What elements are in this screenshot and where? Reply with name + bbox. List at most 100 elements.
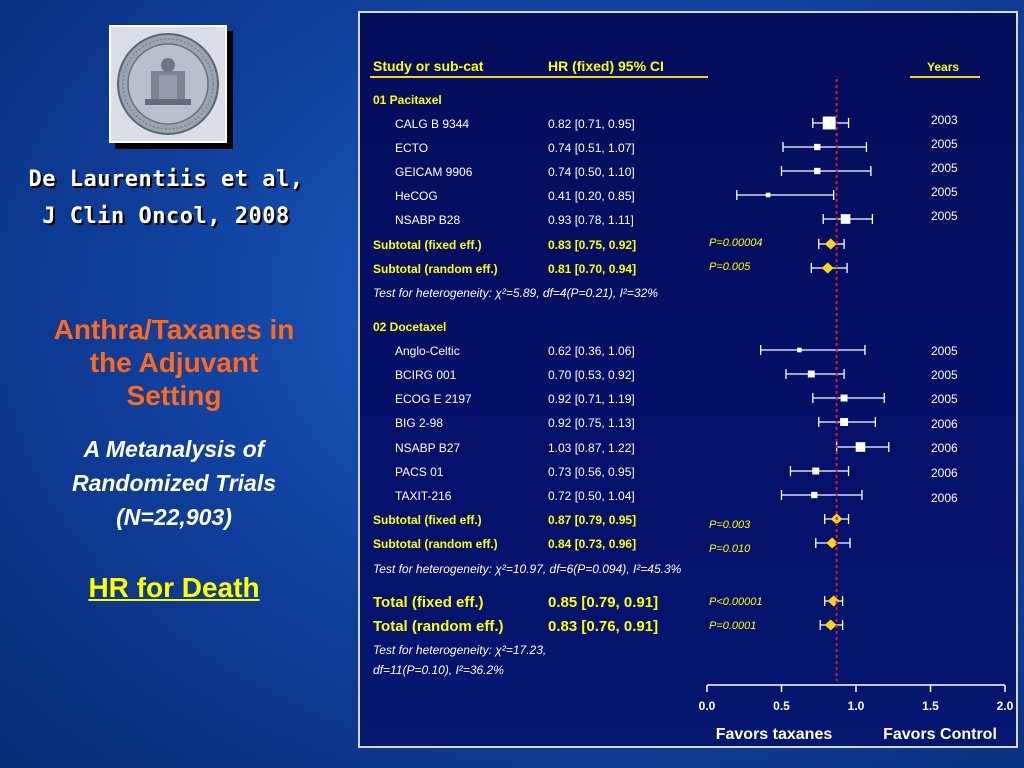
subtitle-line: (N=22,903) bbox=[116, 504, 232, 530]
study-hr-ci: 0.92 [0.71, 1.19] bbox=[548, 392, 635, 406]
study-name: Anglo-Celtic bbox=[395, 344, 460, 358]
heterogeneity-test: Test for heterogeneity: χ²=10.97, df=6(P… bbox=[373, 562, 682, 576]
study-hr-ci: 0.41 [0.20, 0.85] bbox=[548, 189, 635, 203]
pooled-estimate-diamond bbox=[827, 595, 840, 607]
study-name: NSABP B27 bbox=[395, 441, 460, 455]
subtotal-hr-ci: 0.83 [0.75, 0.92] bbox=[548, 238, 636, 252]
total-p-value: P=0.0001 bbox=[709, 620, 756, 632]
x-tick-label: 2.0 bbox=[997, 699, 1014, 713]
hr-for-death-label: HR for Death bbox=[88, 572, 260, 603]
x-tick-label: 0.0 bbox=[699, 699, 716, 713]
study-year: 2005 bbox=[931, 368, 958, 382]
subtitle-line: A Metanalysis of bbox=[83, 436, 265, 462]
study-hr-ci: 0.74 [0.50, 1.10] bbox=[548, 165, 635, 179]
hr-point-square bbox=[855, 442, 866, 452]
study-name: ECTO bbox=[395, 141, 428, 155]
total-p-value: P<0.00001 bbox=[709, 596, 763, 608]
presentation-title: Anthra/Taxanes in the Adjuvant Setting bbox=[14, 313, 334, 412]
study-name: NSABP B28 bbox=[395, 213, 460, 227]
study-year: 2003 bbox=[931, 113, 958, 127]
study-name: TAXIT-216 bbox=[395, 489, 452, 503]
study-name: HeCOG bbox=[395, 189, 438, 203]
title-line: the Adjuvant bbox=[89, 347, 259, 378]
total-label: Total (random eff.) bbox=[373, 618, 504, 635]
hr-point-square bbox=[797, 347, 802, 353]
column-header-study: Study or sub-cat bbox=[373, 58, 484, 74]
group-label: 01 Pacitaxel bbox=[373, 93, 442, 107]
pooled-estimate-diamond bbox=[826, 537, 839, 549]
study-hr-ci: 0.82 [0.71, 0.95] bbox=[548, 117, 635, 131]
subtitle-line: Randomized Trials bbox=[71, 470, 277, 496]
citation-line-1: De Laurentiis et al, bbox=[28, 167, 304, 192]
x-tick-label: 1.5 bbox=[922, 699, 939, 713]
hr-point-square bbox=[811, 491, 818, 499]
title-line: Setting bbox=[126, 380, 222, 411]
presentation-subtitle: A Metanalysis of Randomized Trials (N=22… bbox=[14, 432, 334, 534]
hr-point-square bbox=[765, 192, 771, 198]
study-hr-ci: 0.62 [0.36, 1.06] bbox=[548, 344, 635, 358]
subtotal-label: Subtotal (fixed eff.) bbox=[373, 513, 482, 527]
x-label-favors-control: Favors Control bbox=[883, 726, 997, 743]
subtotal-p-value: P=0.005 bbox=[709, 261, 751, 273]
hr-point-square bbox=[822, 116, 836, 130]
study-hr-ci: 0.92 [0.75, 1.13] bbox=[548, 416, 635, 430]
pooled-estimate-diamond bbox=[824, 619, 837, 631]
pooled-estimate-diamond bbox=[821, 262, 834, 274]
study-year: 2005 bbox=[931, 392, 958, 406]
subtotal-p-value: P=0.00004 bbox=[709, 237, 763, 249]
seal-icon bbox=[117, 33, 219, 135]
study-hr-ci: 0.72 [0.50, 1.04] bbox=[548, 489, 635, 503]
forest-plot-svg: Study or sub-cat HR (fixed) 95% CI Years… bbox=[370, 58, 1014, 743]
study-name: ECOG E 2197 bbox=[395, 392, 472, 406]
study-year: 2005 bbox=[931, 161, 958, 175]
hr-point-square bbox=[840, 394, 848, 402]
study-name: GEICAM 9906 bbox=[395, 165, 473, 179]
total-hr-ci: 0.83 [0.76, 0.91] bbox=[548, 618, 658, 635]
subtotal-hr-ci: 0.84 [0.73, 0.96] bbox=[548, 537, 636, 551]
study-hr-ci: 0.70 [0.53, 0.92] bbox=[548, 368, 635, 382]
x-tick-label: 1.0 bbox=[848, 699, 865, 713]
total-label: Total (fixed eff.) bbox=[373, 594, 484, 611]
study-year: 2006 bbox=[931, 441, 958, 455]
group-label: 02 Docetaxel bbox=[373, 320, 446, 334]
study-hr-ci: 0.73 [0.56, 0.95] bbox=[548, 465, 635, 479]
study-year: 2005 bbox=[931, 137, 958, 151]
hr-point-square bbox=[840, 214, 851, 224]
study-name: BIG 2-98 bbox=[395, 416, 443, 430]
hr-for-death-heading: HR for Death bbox=[14, 572, 334, 604]
x-label-favors-taxanes: Favors taxanes bbox=[716, 726, 833, 743]
university-seal-logo bbox=[109, 25, 227, 143]
subtotal-label: Subtotal (random eff.) bbox=[373, 537, 498, 551]
column-header-hr: HR (fixed) 95% CI bbox=[548, 58, 664, 74]
subtotal-label: Subtotal (fixed eff.) bbox=[373, 238, 482, 252]
subtotal-p-value: P=0.010 bbox=[709, 543, 751, 555]
study-hr-ci: 0.74 [0.51, 1.07] bbox=[548, 141, 635, 155]
x-tick-label: 0.5 bbox=[773, 699, 790, 713]
hr-point-square bbox=[840, 418, 849, 426]
heterogeneity-test: Test for heterogeneity: χ²=5.89, df=4(P=… bbox=[373, 286, 658, 300]
study-name: CALG B 9344 bbox=[395, 117, 469, 131]
pooled-estimate-diamond bbox=[824, 238, 837, 250]
hr-point-square bbox=[814, 167, 821, 175]
title-line: Anthra/Taxanes in bbox=[53, 314, 295, 345]
hr-point-square bbox=[812, 467, 820, 475]
citation-line-2: J Clin Oncol, 2008 bbox=[42, 204, 290, 229]
hr-point-square bbox=[814, 143, 821, 151]
study-hr-ci: 0.93 [0.78, 1.11] bbox=[548, 213, 634, 227]
forest-plot-panel: Study or sub-cat HR (fixed) 95% CI Years… bbox=[358, 11, 1018, 748]
study-year: 2006 bbox=[931, 491, 958, 505]
total-heterogeneity-line: Test for heterogeneity: χ²=17.23, bbox=[373, 643, 546, 657]
total-hr-ci: 0.85 [0.79, 0.91] bbox=[548, 594, 658, 611]
study-hr-ci: 1.03 [0.87, 1.22] bbox=[548, 441, 635, 455]
study-name: BCIRG 001 bbox=[395, 368, 457, 382]
subtotal-hr-ci: 0.81 [0.70, 0.94] bbox=[548, 262, 636, 276]
hr-point-square bbox=[807, 370, 815, 378]
study-year: 2006 bbox=[931, 466, 958, 480]
study-year: 2006 bbox=[931, 417, 958, 431]
total-heterogeneity-line: df=11(P=0.10), I²=36.2% bbox=[373, 663, 504, 677]
column-header-years: Years bbox=[927, 60, 959, 74]
subtotal-label: Subtotal (random eff.) bbox=[373, 262, 498, 276]
study-name: PACS 01 bbox=[395, 465, 444, 479]
subtotal-p-value: P=0.003 bbox=[709, 519, 751, 531]
subtotal-hr-ci: 0.87 [0.79, 0.95] bbox=[548, 513, 636, 527]
